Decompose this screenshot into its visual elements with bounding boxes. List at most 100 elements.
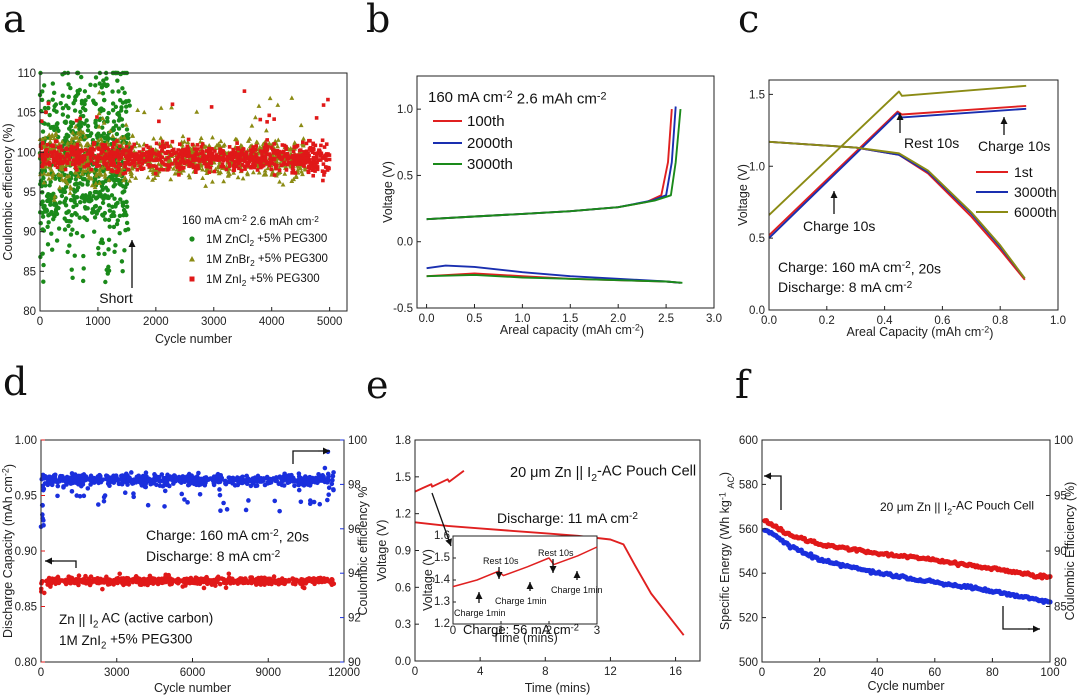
panel-label: c [738,0,759,41]
ce-point [218,493,223,498]
zni2-point [153,151,157,155]
zncl2-point [81,106,85,110]
ce-point [53,472,58,477]
series-1st-charge [769,106,1026,235]
zni2-point [315,116,319,120]
ce-point [218,475,223,480]
zncl2-point [47,113,51,117]
inset-charge-label-3: Charge 1min [551,585,603,595]
zni2-point [136,168,140,172]
zncl2-point [48,212,52,216]
ce-point [218,508,223,513]
zncl2-point [49,231,53,235]
zni2-point [195,153,199,157]
panel-b-ytick-label: -0.5 [393,303,413,315]
zncl2-point [67,95,71,99]
zncl2-point [41,215,45,219]
zncl2-point [55,238,59,242]
zncl2-point [107,218,111,222]
panel-c-data [769,86,1026,280]
zni2-point [319,144,323,148]
panel-f-ylabel-right: Coulombic Efficiency (%) [1063,482,1077,621]
ce-point [313,477,318,482]
ce-point [289,473,294,478]
legend-marker-zncl2 [189,236,194,241]
zni2-point [272,142,276,146]
zncl2-point [121,213,125,217]
series-charge [415,471,464,492]
zni2-point [80,160,84,164]
zni2-point [67,158,71,162]
ce-point [103,493,108,498]
zni2-point [236,156,240,160]
znbr2-point [127,178,132,182]
series-6000th-discharge [769,142,1025,279]
zncl2-point [61,106,65,110]
panel-a-xtick-label: 4000 [259,316,285,328]
zncl2-point [124,100,128,104]
znbr2-point [194,109,199,113]
panel-b-xtick-label: 0.0 [419,313,435,325]
capacity-point [77,573,82,578]
inset-ytick-label: 1.3 [434,596,450,608]
zni2-point [109,163,113,167]
zni2-point [270,146,274,150]
ce-point [102,499,107,504]
inset-ytick-label: 1.2 [434,618,450,630]
legend-marker-znbr2 [189,256,195,262]
zncl2-point [61,93,65,97]
zni2-point [62,160,66,164]
panel-d-ytick-label: 0.90 [15,546,37,558]
panel-label: b [366,0,390,41]
ce-point [69,481,74,486]
znbr2-point [133,176,138,180]
zncl2-point [73,95,77,99]
zni2-point [303,160,307,164]
zni2-point [210,161,214,165]
zni2-point [241,158,245,162]
znbr2-point [251,170,256,174]
legend-label: 1M ZnI2 +5% PEG300 [206,273,320,288]
ce-point [327,485,332,490]
ce-point [178,479,183,484]
zncl2-point [43,106,47,110]
zncl2-point [101,201,105,205]
capacity-point [216,575,221,580]
zncl2-point [79,75,83,79]
zni2-point [178,168,182,172]
zncl2-point [81,279,85,283]
zncl2-point [83,89,87,93]
zncl2-point [108,208,112,212]
ce-point [94,479,99,484]
zni2-point [154,172,158,176]
zni2-point [321,156,325,160]
zni2-point [196,143,200,147]
panel-b-data [427,107,683,283]
panel-b-frame [417,76,714,308]
zncl2-point [101,108,105,112]
ce-point [174,478,179,483]
zni2-point [188,161,192,165]
panel-c-ylabel: Voltage (V) [736,164,750,226]
zni2-point [189,154,193,158]
ce-point [123,490,128,495]
panel-f-title: 20 μm Zn || I2-AC Pouch Cell [880,499,1034,517]
ce-point [182,476,187,481]
zni2-point [155,142,159,146]
zni2-point [221,162,225,166]
capacity-point [254,577,259,582]
ce-point [292,483,297,488]
zni2-point [46,143,50,147]
zni2-point [91,147,95,151]
series-3000th-charge [427,109,681,219]
zncl2-point [115,78,119,82]
zni2-point [142,147,146,151]
zni2-point [75,119,79,123]
capacity-point [97,581,102,586]
zni2-point [74,165,78,169]
capacity-point [89,580,94,585]
zni2-point [95,115,99,119]
zni2-point [162,144,166,148]
znbr2-point [289,95,294,99]
panel-b-xtick-label: 3.0 [706,313,722,325]
